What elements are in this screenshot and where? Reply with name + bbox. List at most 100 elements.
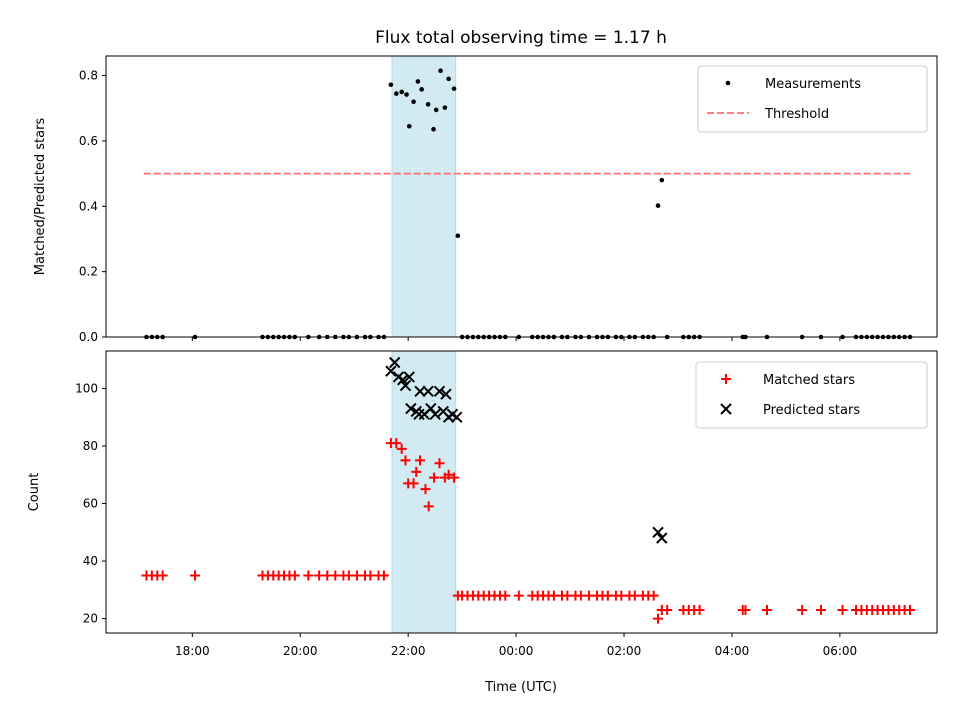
data-point bbox=[396, 443, 407, 454]
data-point bbox=[648, 590, 659, 601]
data-point bbox=[399, 379, 412, 392]
x-tick-label: 20:00 bbox=[283, 644, 318, 658]
y-tick-label: 0.4 bbox=[79, 199, 98, 213]
data-point bbox=[190, 570, 201, 581]
y-tick-label: 0.2 bbox=[79, 265, 98, 279]
data-point bbox=[423, 501, 434, 512]
data-point bbox=[440, 388, 452, 400]
legend-entry: Predicted stars bbox=[720, 403, 860, 418]
data-point bbox=[388, 82, 394, 88]
data-point bbox=[385, 365, 397, 377]
data-point bbox=[289, 570, 300, 581]
highlight-span bbox=[391, 350, 457, 634]
y-tick-label: 80 bbox=[83, 439, 98, 453]
legend-box bbox=[695, 361, 928, 429]
data-point bbox=[415, 455, 426, 466]
data-point bbox=[513, 590, 524, 601]
data-point bbox=[443, 469, 454, 480]
y-tick-label: 60 bbox=[83, 497, 98, 511]
data-point bbox=[442, 105, 448, 110]
legend-handle bbox=[720, 403, 732, 415]
data-point bbox=[406, 123, 412, 129]
data-point bbox=[433, 385, 446, 397]
x-axis-label: Time (UTC) bbox=[484, 680, 557, 695]
y-axis-label: Matched/Predicted stars bbox=[33, 118, 48, 276]
legend-label: Measurements bbox=[765, 77, 861, 92]
y-tick-label: 40 bbox=[83, 554, 98, 568]
data-point bbox=[422, 385, 434, 397]
data-point bbox=[455, 233, 461, 239]
legend-handle bbox=[725, 80, 731, 86]
data-point bbox=[451, 411, 463, 423]
data-point bbox=[394, 91, 399, 96]
data-point bbox=[740, 604, 751, 615]
data-point bbox=[388, 356, 401, 369]
data-point bbox=[431, 126, 436, 132]
axes-frame bbox=[105, 55, 938, 338]
x-tick-label: 04:00 bbox=[715, 644, 750, 658]
data-point bbox=[405, 402, 417, 415]
data-point bbox=[400, 455, 411, 466]
data-point bbox=[419, 87, 424, 92]
data-point bbox=[425, 402, 437, 415]
data-point bbox=[429, 408, 441, 421]
y-axis-ticks: 20 40 60 80 100 bbox=[75, 381, 106, 626]
x-tick-label: 06:00 bbox=[823, 644, 858, 658]
data-point bbox=[415, 79, 421, 84]
data-point bbox=[420, 484, 431, 495]
y-tick-label: 100 bbox=[75, 381, 98, 395]
legend-label: Threshold bbox=[764, 107, 829, 122]
legend-entry: Measurements bbox=[725, 77, 861, 92]
x-tick-label: 02:00 bbox=[607, 644, 642, 658]
plot-area bbox=[143, 68, 913, 340]
data-point bbox=[694, 604, 705, 615]
x-axis-ticks: 18:00 20:00 22:00 00:00 02:00 04:00 06:00 bbox=[175, 633, 857, 658]
data-point bbox=[762, 604, 773, 615]
data-point bbox=[433, 107, 439, 113]
data-point bbox=[815, 604, 826, 615]
y-tick-label: 0.0 bbox=[79, 330, 98, 344]
chart-title: Flux total observing time = 1.17 h bbox=[375, 28, 667, 48]
data-point bbox=[404, 92, 409, 97]
legend-label: Predicted stars bbox=[763, 403, 860, 418]
x-tick-label: 18:00 bbox=[175, 644, 210, 658]
x-tick-label: 22:00 bbox=[391, 644, 426, 658]
y-axis-ticks: 0.0 0.2 0.4 0.6 0.8 bbox=[79, 69, 106, 344]
series-measurements bbox=[144, 68, 913, 340]
data-point bbox=[378, 570, 389, 581]
data-point bbox=[408, 478, 419, 489]
data-point bbox=[837, 604, 848, 615]
legend: Matched stars Predicted stars bbox=[695, 361, 928, 429]
data-point bbox=[411, 466, 422, 477]
legend-entry: Matched stars bbox=[721, 373, 855, 388]
legend-label: Matched stars bbox=[763, 373, 855, 388]
y-tick-label: 0.6 bbox=[79, 134, 98, 148]
x-tick-label: 00:00 bbox=[499, 644, 534, 658]
data-point bbox=[414, 385, 426, 397]
highlight-span-rect bbox=[391, 55, 457, 338]
data-point bbox=[411, 99, 416, 105]
highlight-span bbox=[391, 55, 457, 338]
data-point bbox=[655, 203, 661, 208]
data-point bbox=[652, 526, 664, 538]
data-point bbox=[797, 604, 808, 615]
top-panel-ratio: 0.00.20.40.60.8 Matched/Predicted stars … bbox=[33, 55, 938, 344]
data-point bbox=[659, 177, 665, 183]
x-axis-ticks bbox=[191, 337, 841, 341]
legend: Measurements Threshold bbox=[697, 65, 928, 133]
y-tick-label: 0.8 bbox=[79, 69, 98, 83]
data-point bbox=[403, 371, 415, 383]
data-point bbox=[425, 102, 431, 107]
plot-area bbox=[141, 356, 916, 624]
highlight-span-rect bbox=[391, 350, 457, 634]
series-matched-stars bbox=[141, 438, 916, 624]
data-point bbox=[434, 458, 445, 469]
legend-handle bbox=[721, 374, 731, 384]
data-point bbox=[446, 76, 451, 82]
data-point bbox=[905, 604, 916, 615]
data-point bbox=[391, 438, 402, 449]
data-point bbox=[399, 89, 405, 95]
data-point bbox=[429, 472, 440, 483]
data-point bbox=[397, 374, 409, 386]
